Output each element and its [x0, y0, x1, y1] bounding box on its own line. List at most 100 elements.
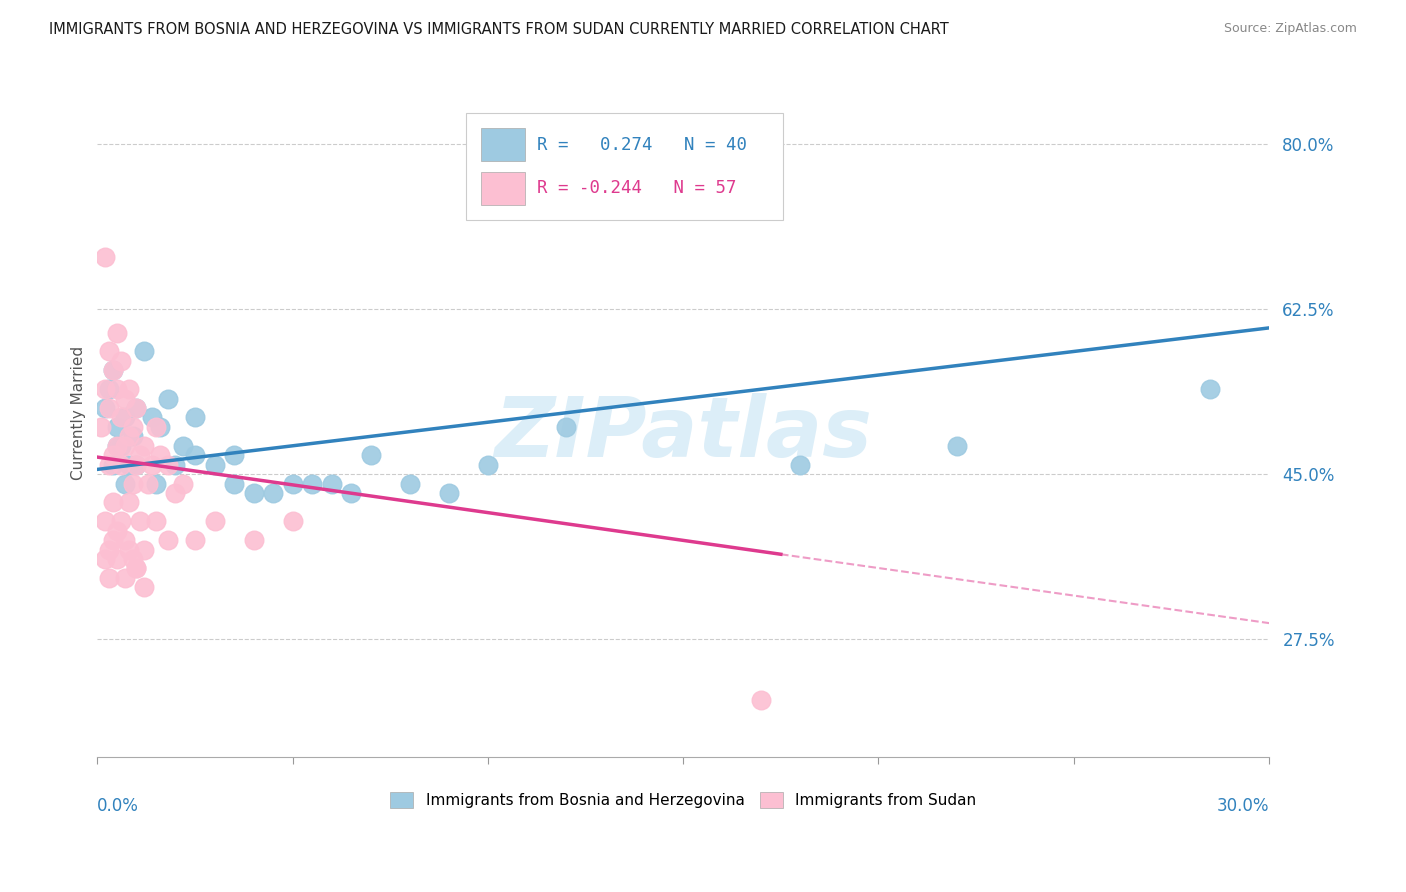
Point — [94, 401, 117, 415]
Point — [117, 495, 139, 509]
Point — [242, 486, 264, 500]
Text: Source: ZipAtlas.com: Source: ZipAtlas.com — [1223, 22, 1357, 36]
Point — [437, 486, 460, 500]
Point — [110, 439, 132, 453]
Legend: Immigrants from Bosnia and Herzegovina, Immigrants from Sudan: Immigrants from Bosnia and Herzegovina, … — [391, 792, 976, 808]
Point — [117, 382, 139, 396]
Point — [204, 514, 226, 528]
Point — [105, 439, 128, 453]
Point — [129, 448, 152, 462]
Text: IMMIGRANTS FROM BOSNIA AND HERZEGOVINA VS IMMIGRANTS FROM SUDAN CURRENTLY MARRIE: IMMIGRANTS FROM BOSNIA AND HERZEGOVINA V… — [49, 22, 949, 37]
Point — [145, 476, 167, 491]
Point — [94, 250, 117, 264]
Point — [114, 392, 136, 406]
Point — [149, 448, 172, 462]
Point — [156, 392, 179, 406]
Point — [141, 458, 163, 472]
Point — [114, 571, 136, 585]
Point — [125, 458, 148, 472]
Point — [129, 514, 152, 528]
Point — [105, 326, 128, 340]
Text: R =   0.274   N = 40: R = 0.274 N = 40 — [537, 136, 747, 154]
Point — [172, 439, 194, 453]
Point — [340, 486, 363, 500]
Point — [184, 448, 207, 462]
Point — [398, 476, 420, 491]
Point — [242, 533, 264, 548]
Point — [125, 401, 148, 415]
Point — [114, 533, 136, 548]
Point — [105, 382, 128, 396]
Point — [105, 420, 128, 434]
Point — [98, 382, 121, 396]
Text: ZIPatlas: ZIPatlas — [495, 393, 872, 474]
Point — [105, 552, 128, 566]
Point — [114, 476, 136, 491]
Point — [101, 448, 124, 462]
Point — [281, 476, 304, 491]
Point — [110, 410, 132, 425]
Point — [117, 542, 139, 557]
Point — [101, 458, 124, 472]
Point — [204, 458, 226, 472]
Point — [121, 476, 143, 491]
Point — [94, 382, 117, 396]
Point — [125, 458, 148, 472]
Point — [222, 476, 245, 491]
FancyBboxPatch shape — [467, 113, 783, 220]
Point — [94, 514, 117, 528]
Point — [222, 448, 245, 462]
Point — [94, 552, 117, 566]
Point — [110, 458, 132, 472]
Text: 0.0%: 0.0% — [97, 797, 139, 814]
Point — [184, 533, 207, 548]
Point — [692, 175, 714, 189]
Point — [134, 344, 156, 359]
Point — [149, 420, 172, 434]
Point — [172, 476, 194, 491]
Point — [98, 571, 121, 585]
Point — [165, 486, 187, 500]
Point — [184, 410, 207, 425]
Point — [145, 514, 167, 528]
Point — [134, 542, 156, 557]
Point — [156, 533, 179, 548]
Point — [360, 448, 382, 462]
Point — [555, 420, 578, 434]
Point — [101, 363, 124, 377]
Y-axis label: Currently Married: Currently Married — [72, 346, 86, 480]
Point — [141, 410, 163, 425]
FancyBboxPatch shape — [481, 172, 524, 205]
Point — [98, 542, 121, 557]
Text: 30.0%: 30.0% — [1216, 797, 1270, 814]
Point — [90, 420, 112, 434]
Point — [101, 363, 124, 377]
Point — [125, 561, 148, 575]
Point — [125, 561, 148, 575]
Point — [301, 476, 323, 491]
Point — [281, 514, 304, 528]
Point — [156, 458, 179, 472]
Point — [110, 354, 132, 368]
Point — [789, 458, 811, 472]
Point — [136, 476, 159, 491]
Point — [101, 533, 124, 548]
Point — [749, 693, 772, 707]
Point — [125, 401, 148, 415]
Point — [110, 514, 132, 528]
Point — [262, 486, 284, 500]
Point — [101, 495, 124, 509]
Point — [98, 344, 121, 359]
Point — [134, 580, 156, 594]
Point — [121, 429, 143, 443]
Point — [117, 429, 139, 443]
Point — [945, 439, 967, 453]
Point — [477, 458, 499, 472]
FancyBboxPatch shape — [481, 128, 524, 161]
Point — [105, 524, 128, 538]
Point — [98, 401, 121, 415]
Text: R = -0.244   N = 57: R = -0.244 N = 57 — [537, 179, 737, 197]
Point — [134, 439, 156, 453]
Point — [114, 410, 136, 425]
Point — [117, 458, 139, 472]
